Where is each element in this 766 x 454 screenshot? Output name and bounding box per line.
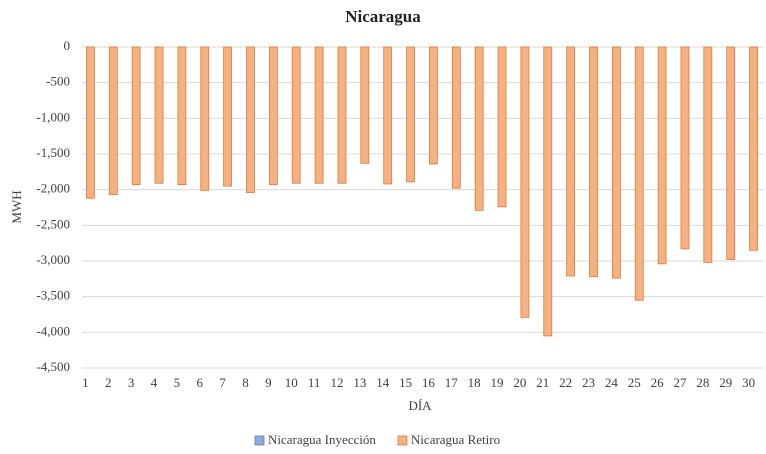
bar <box>360 46 370 164</box>
y-tick-label: -4,500 <box>36 359 70 374</box>
x-tick-label: 20 <box>513 375 526 390</box>
bar <box>429 46 438 165</box>
bar <box>543 46 553 337</box>
bar <box>634 46 644 301</box>
bar <box>383 46 393 185</box>
x-tick-label: 4 <box>151 375 158 390</box>
legend-swatch <box>254 435 265 446</box>
x-tick-label: 30 <box>742 375 755 390</box>
x-tick-label: 7 <box>219 375 226 390</box>
x-tick-label: 22 <box>559 375 572 390</box>
y-tick-label: -3,500 <box>36 288 70 303</box>
y-tick-label: -4,000 <box>36 323 70 338</box>
bar <box>314 46 324 184</box>
bar <box>497 46 507 208</box>
x-tick-label: 11 <box>308 375 321 390</box>
bar <box>131 46 141 186</box>
x-tick-label: 19 <box>491 375 504 390</box>
bar <box>337 46 347 184</box>
bar <box>246 46 255 193</box>
x-tick-label: 21 <box>536 375 549 390</box>
x-tick-label: 28 <box>696 375 709 390</box>
bar <box>268 46 278 186</box>
bar <box>291 46 301 184</box>
x-tick-label: 16 <box>422 375 436 390</box>
x-tick-label: 15 <box>399 375 412 390</box>
bar <box>406 46 415 183</box>
x-tick-label: 12 <box>330 375 343 390</box>
legend-swatch <box>397 435 408 446</box>
bar <box>726 46 736 260</box>
bar <box>703 46 713 263</box>
x-tick-label: 1 <box>82 375 89 390</box>
x-tick-label: 23 <box>582 375 595 390</box>
x-tick-label: 27 <box>673 375 687 390</box>
x-tick-label: 13 <box>353 375 366 390</box>
bar <box>749 46 758 251</box>
x-tick-label: 2 <box>105 375 112 390</box>
bar <box>451 46 461 189</box>
x-tick-label: 26 <box>651 375 665 390</box>
y-tick-label: -1,500 <box>36 145 70 160</box>
x-tick-label: 24 <box>605 375 619 390</box>
bar <box>680 46 690 250</box>
x-tick-label: 3 <box>128 375 135 390</box>
bar <box>474 46 484 211</box>
legend-label: Nicaragua Retiro <box>411 432 500 447</box>
bar <box>611 46 621 279</box>
x-tick-label: 8 <box>242 375 249 390</box>
bar <box>154 46 164 184</box>
x-tick-label: 25 <box>628 375 641 390</box>
legend-label: Nicaragua Inyección <box>268 432 376 447</box>
x-tick-label: 10 <box>285 375 298 390</box>
bar <box>223 46 233 187</box>
x-axis-label: DÍA <box>408 398 432 413</box>
y-tick-label: -3,000 <box>36 252 70 267</box>
bar <box>589 46 598 278</box>
x-tick-label: 29 <box>719 375 732 390</box>
y-tick-label: -2,500 <box>36 216 70 231</box>
bar <box>108 46 118 196</box>
bar <box>566 46 576 277</box>
y-tick-label: -2,000 <box>36 181 70 196</box>
x-tick-label: 17 <box>445 375 459 390</box>
y-axis-label: MWH <box>9 190 24 223</box>
bar <box>657 46 667 265</box>
x-tick-label: 14 <box>376 375 390 390</box>
x-tick-label: 9 <box>265 375 272 390</box>
bar <box>520 46 530 318</box>
bar <box>200 46 210 191</box>
y-tick-label: -500 <box>46 74 70 89</box>
x-tick-label: 18 <box>468 375 481 390</box>
x-tick-label: 6 <box>197 375 204 390</box>
y-tick-label: -1,000 <box>36 109 70 124</box>
x-tick-label: 5 <box>174 375 181 390</box>
y-tick-label: 0 <box>64 38 71 53</box>
chart-title: Nicaragua <box>345 7 421 26</box>
bar <box>177 46 187 186</box>
bar <box>86 46 95 199</box>
